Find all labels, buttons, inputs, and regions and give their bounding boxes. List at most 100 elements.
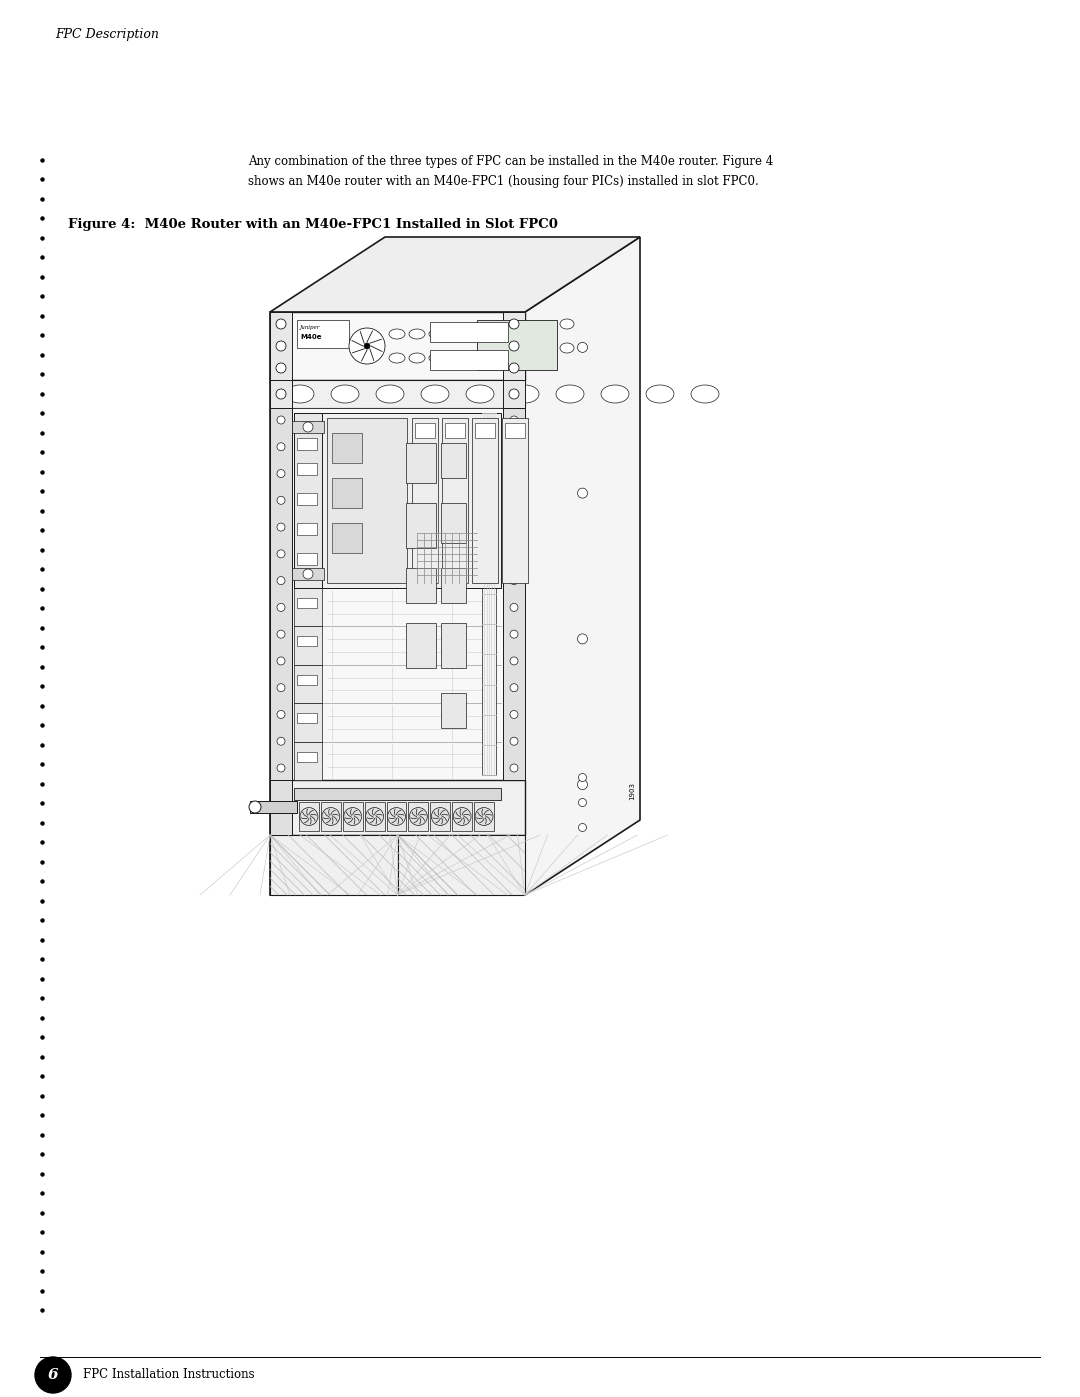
Circle shape: [510, 469, 518, 478]
Circle shape: [303, 569, 313, 578]
Text: Figure 4:  M40e Router with an M40e-FPC1 Installed in Slot FPC0: Figure 4: M40e Router with an M40e-FPC1 …: [68, 218, 558, 231]
Ellipse shape: [449, 330, 465, 339]
Circle shape: [388, 807, 405, 826]
Circle shape: [454, 807, 471, 826]
Polygon shape: [411, 418, 438, 583]
Polygon shape: [430, 351, 508, 370]
Ellipse shape: [556, 386, 584, 402]
Polygon shape: [503, 380, 525, 408]
Polygon shape: [299, 802, 319, 831]
Text: 6: 6: [48, 1368, 58, 1382]
Ellipse shape: [646, 386, 674, 402]
Circle shape: [409, 807, 428, 826]
Circle shape: [431, 807, 449, 826]
Polygon shape: [406, 443, 436, 483]
Polygon shape: [474, 802, 494, 831]
Circle shape: [35, 1356, 71, 1393]
Polygon shape: [503, 312, 525, 380]
Polygon shape: [270, 312, 292, 380]
Polygon shape: [294, 414, 501, 588]
Circle shape: [475, 807, 492, 826]
Ellipse shape: [561, 344, 573, 353]
Polygon shape: [321, 802, 341, 831]
Circle shape: [510, 496, 518, 504]
Polygon shape: [297, 637, 318, 647]
Circle shape: [510, 577, 518, 584]
Polygon shape: [472, 418, 498, 583]
Polygon shape: [408, 802, 429, 831]
Ellipse shape: [389, 330, 405, 339]
Circle shape: [276, 630, 285, 638]
Polygon shape: [442, 418, 468, 583]
Polygon shape: [406, 503, 436, 548]
Polygon shape: [387, 802, 406, 831]
Polygon shape: [441, 443, 465, 478]
Circle shape: [510, 522, 518, 531]
Polygon shape: [270, 835, 397, 895]
Circle shape: [509, 388, 519, 400]
Polygon shape: [430, 321, 508, 342]
Ellipse shape: [389, 353, 405, 363]
Circle shape: [276, 577, 285, 584]
Polygon shape: [294, 588, 322, 626]
Circle shape: [276, 604, 285, 612]
Ellipse shape: [561, 319, 573, 330]
Polygon shape: [292, 420, 324, 433]
Circle shape: [510, 604, 518, 612]
Circle shape: [276, 764, 285, 773]
Circle shape: [509, 341, 519, 351]
Text: shows an M40e router with an M40e-FPC1 (housing four PICs) installed in slot FPC: shows an M40e router with an M40e-FPC1 (…: [248, 175, 759, 189]
Polygon shape: [294, 742, 322, 780]
Polygon shape: [482, 414, 496, 775]
Polygon shape: [292, 408, 503, 780]
Ellipse shape: [409, 353, 426, 363]
Circle shape: [578, 634, 588, 644]
Polygon shape: [441, 503, 465, 543]
Ellipse shape: [409, 330, 426, 339]
Polygon shape: [294, 414, 322, 588]
Polygon shape: [327, 418, 407, 583]
Ellipse shape: [449, 353, 465, 363]
Polygon shape: [332, 433, 362, 462]
Circle shape: [510, 764, 518, 773]
Polygon shape: [430, 802, 450, 831]
Polygon shape: [294, 626, 322, 665]
Polygon shape: [505, 423, 525, 439]
Circle shape: [276, 683, 285, 692]
Polygon shape: [270, 237, 640, 312]
Polygon shape: [415, 423, 435, 439]
Polygon shape: [475, 423, 495, 439]
Polygon shape: [270, 408, 292, 780]
Polygon shape: [297, 522, 318, 535]
Polygon shape: [365, 802, 384, 831]
Polygon shape: [332, 478, 362, 509]
Ellipse shape: [600, 386, 629, 402]
Circle shape: [578, 780, 588, 789]
Polygon shape: [397, 835, 525, 895]
Ellipse shape: [511, 386, 539, 402]
Circle shape: [276, 341, 286, 351]
Text: Juniper: Juniper: [300, 326, 321, 330]
Polygon shape: [270, 780, 292, 835]
Circle shape: [578, 488, 588, 499]
Polygon shape: [441, 569, 465, 604]
Polygon shape: [297, 439, 318, 450]
Polygon shape: [342, 802, 363, 831]
Circle shape: [510, 550, 518, 557]
Text: FPC Description: FPC Description: [55, 28, 159, 41]
Ellipse shape: [376, 386, 404, 402]
Polygon shape: [297, 752, 318, 761]
Polygon shape: [270, 780, 525, 835]
Ellipse shape: [429, 353, 445, 363]
Polygon shape: [453, 802, 472, 831]
Circle shape: [364, 344, 370, 349]
Circle shape: [510, 711, 518, 718]
Circle shape: [510, 738, 518, 745]
Polygon shape: [445, 423, 465, 439]
Circle shape: [276, 522, 285, 531]
Polygon shape: [297, 320, 349, 348]
Polygon shape: [297, 714, 318, 724]
Circle shape: [276, 496, 285, 504]
Ellipse shape: [429, 330, 445, 339]
Polygon shape: [477, 320, 557, 370]
